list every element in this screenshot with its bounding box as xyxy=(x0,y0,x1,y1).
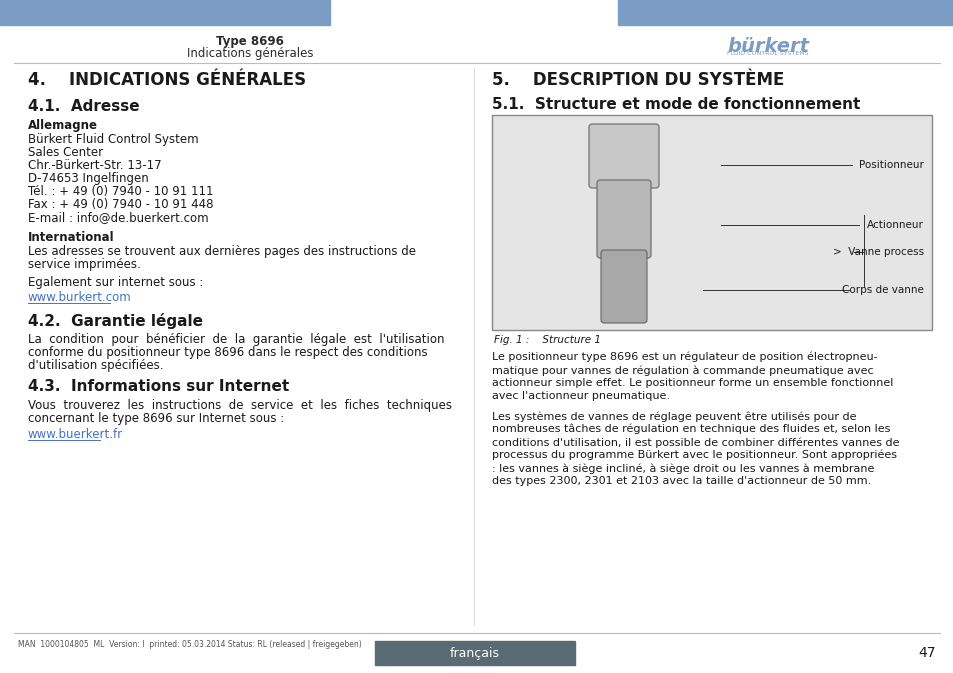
Text: 4.2.  Garantie légale: 4.2. Garantie légale xyxy=(28,313,203,329)
Text: Actionneur: Actionneur xyxy=(866,220,923,230)
Text: Corps de vanne: Corps de vanne xyxy=(841,285,923,295)
Text: Chr.-Bürkert-Str. 13-17: Chr.-Bürkert-Str. 13-17 xyxy=(28,159,161,172)
Text: MAN  1000104805  ML  Version: I  printed: 05.03.2014 Status: RL (released | frei: MAN 1000104805 ML Version: I printed: 05… xyxy=(18,640,361,649)
Text: Tél. : + 49 (0) 7940 - 10 91 111: Tél. : + 49 (0) 7940 - 10 91 111 xyxy=(28,185,213,198)
Text: français: français xyxy=(450,647,499,660)
Text: matique pour vannes de régulation à commande pneumatique avec: matique pour vannes de régulation à comm… xyxy=(492,365,873,376)
Text: Les systèmes de vannes de réglage peuvent être utilisés pour de: Les systèmes de vannes de réglage peuven… xyxy=(492,411,856,421)
Bar xyxy=(375,641,575,665)
Text: Bürkert Fluid Control System: Bürkert Fluid Control System xyxy=(28,133,198,146)
Text: Fig. 1 :    Structure 1: Fig. 1 : Structure 1 xyxy=(494,335,600,345)
Text: concernant le type 8696 sur Internet sous :: concernant le type 8696 sur Internet sou… xyxy=(28,412,284,425)
Text: Allemagne: Allemagne xyxy=(28,119,98,132)
Text: des types 2300, 2301 et 2103 avec la taille d'actionneur de 50 mm.: des types 2300, 2301 et 2103 avec la tai… xyxy=(492,476,870,486)
Text: Les adresses se trouvent aux dernières pages des instructions de: Les adresses se trouvent aux dernières p… xyxy=(28,245,416,258)
Text: 4.3.  Informations sur Internet: 4.3. Informations sur Internet xyxy=(28,379,289,394)
Text: International: International xyxy=(28,231,114,244)
Text: Egalement sur internet sous :: Egalement sur internet sous : xyxy=(28,276,203,289)
Text: Indications générales: Indications générales xyxy=(187,47,313,60)
Text: conditions d'utilisation, il est possible de combiner différentes vannes de: conditions d'utilisation, il est possibl… xyxy=(492,437,899,448)
Text: d'utilisation spécifiées.: d'utilisation spécifiées. xyxy=(28,359,163,372)
FancyBboxPatch shape xyxy=(588,124,659,188)
Text: FLUID CONTROL SYSTEMS: FLUID CONTROL SYSTEMS xyxy=(726,51,808,56)
Text: Positionneur: Positionneur xyxy=(859,160,923,170)
Text: processus du programme Bürkert avec le positionneur. Sont appropriées: processus du programme Bürkert avec le p… xyxy=(492,450,896,460)
Text: service imprimées.: service imprimées. xyxy=(28,258,141,271)
Text: conforme du positionneur type 8696 dans le respect des conditions: conforme du positionneur type 8696 dans … xyxy=(28,346,427,359)
Text: avec l'actionneur pneumatique.: avec l'actionneur pneumatique. xyxy=(492,391,669,401)
Text: 4.    INDICATIONS GÉNÉRALES: 4. INDICATIONS GÉNÉRALES xyxy=(28,71,306,89)
Bar xyxy=(0,0,330,25)
Text: 47: 47 xyxy=(918,646,935,660)
Text: : les vannes à siège incliné, à siège droit ou les vannes à membrane: : les vannes à siège incliné, à siège dr… xyxy=(492,463,874,474)
Text: Vous  trouverez  les  instructions  de  service  et  les  fiches  techniques: Vous trouverez les instructions de servi… xyxy=(28,399,452,412)
Text: www.buerkert.fr: www.buerkert.fr xyxy=(28,428,123,441)
Text: Fax : + 49 (0) 7940 - 10 91 448: Fax : + 49 (0) 7940 - 10 91 448 xyxy=(28,198,213,211)
Text: La  condition  pour  bénéficier  de  la  garantie  légale  est  l'utilisation: La condition pour bénéficier de la garan… xyxy=(28,333,444,346)
Text: >  Vanne process: > Vanne process xyxy=(832,247,923,257)
Text: nombreuses tâches de régulation en technique des fluides et, selon les: nombreuses tâches de régulation en techn… xyxy=(492,424,889,435)
Text: 5.1.  Structure et mode de fonctionnement: 5.1. Structure et mode de fonctionnement xyxy=(492,97,860,112)
Text: bürkert: bürkert xyxy=(726,37,808,56)
Text: actionneur simple effet. Le positionneur forme un ensemble fonctionnel: actionneur simple effet. Le positionneur… xyxy=(492,378,892,388)
Text: Type 8696: Type 8696 xyxy=(215,35,284,48)
Text: Le positionneur type 8696 est un régulateur de position électropneu-: Le positionneur type 8696 est un régulat… xyxy=(492,352,877,363)
Bar xyxy=(618,0,953,25)
Text: 5.    DESCRIPTION DU SYSTÈME: 5. DESCRIPTION DU SYSTÈME xyxy=(492,71,783,89)
Text: E-mail : info@de.buerkert.com: E-mail : info@de.buerkert.com xyxy=(28,211,209,224)
FancyBboxPatch shape xyxy=(600,250,646,323)
Text: Sales Center: Sales Center xyxy=(28,146,103,159)
Text: www.burkert.com: www.burkert.com xyxy=(28,291,132,304)
Bar xyxy=(492,115,931,330)
FancyBboxPatch shape xyxy=(597,180,650,258)
Text: 4.1.  Adresse: 4.1. Adresse xyxy=(28,99,139,114)
Text: D-74653 Ingelfingen: D-74653 Ingelfingen xyxy=(28,172,149,185)
